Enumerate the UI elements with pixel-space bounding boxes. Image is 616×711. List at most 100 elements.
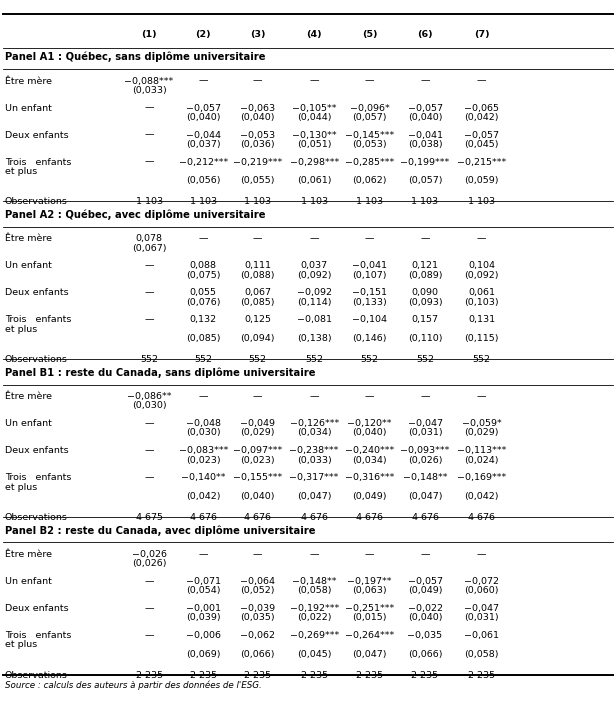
Text: 4 675: 4 675 bbox=[136, 513, 163, 522]
Text: −0,047: −0,047 bbox=[408, 419, 442, 428]
Text: −0,120**: −0,120** bbox=[347, 419, 392, 428]
Text: (0,047): (0,047) bbox=[297, 492, 331, 501]
Text: (0,040): (0,040) bbox=[352, 429, 387, 437]
Text: —: — bbox=[144, 631, 154, 640]
Text: —: — bbox=[365, 550, 375, 559]
Text: (0,042): (0,042) bbox=[464, 113, 499, 122]
Text: (0,033): (0,033) bbox=[132, 86, 166, 95]
Text: —: — bbox=[144, 104, 154, 112]
Text: −0,049: −0,049 bbox=[240, 419, 275, 428]
Text: 4 676: 4 676 bbox=[356, 513, 383, 522]
Text: (0,063): (0,063) bbox=[352, 587, 387, 595]
Text: 0,067: 0,067 bbox=[244, 289, 271, 297]
Text: Un enfant: Un enfant bbox=[5, 104, 52, 112]
Text: (0,040): (0,040) bbox=[408, 113, 442, 122]
Text: −0,059*: −0,059* bbox=[462, 419, 501, 428]
Text: −0,145***: −0,145*** bbox=[345, 131, 394, 139]
Text: Deux enfants: Deux enfants bbox=[5, 289, 68, 297]
Text: (0,115): (0,115) bbox=[464, 334, 499, 343]
Text: −0,148**: −0,148** bbox=[292, 577, 336, 586]
Text: —: — bbox=[420, 392, 430, 401]
Text: −0,048: −0,048 bbox=[186, 419, 221, 428]
Text: −0,192***: −0,192*** bbox=[290, 604, 339, 613]
Text: (0,056): (0,056) bbox=[186, 176, 221, 185]
Text: Panel B1 : reste du Canada, sans diplôme universitaire: Panel B1 : reste du Canada, sans diplôme… bbox=[5, 368, 315, 378]
Text: (0,034): (0,034) bbox=[352, 456, 387, 464]
Text: Observations: Observations bbox=[5, 513, 68, 522]
Text: —: — bbox=[253, 392, 262, 401]
Text: 2 235: 2 235 bbox=[301, 671, 328, 680]
Text: (7): (7) bbox=[474, 30, 490, 38]
Text: −0,065: −0,065 bbox=[464, 104, 499, 112]
Text: (0,022): (0,022) bbox=[297, 614, 331, 622]
Text: 4 676: 4 676 bbox=[301, 513, 328, 522]
Text: 552: 552 bbox=[416, 356, 434, 364]
Text: (0,057): (0,057) bbox=[352, 113, 387, 122]
Text: —: — bbox=[420, 77, 430, 85]
Text: (0,034): (0,034) bbox=[297, 429, 331, 437]
Text: −0,298***: −0,298*** bbox=[290, 158, 339, 166]
Text: 1 103: 1 103 bbox=[190, 198, 217, 206]
Text: 2 235: 2 235 bbox=[244, 671, 271, 680]
Text: —: — bbox=[309, 392, 319, 401]
Text: (0,036): (0,036) bbox=[240, 140, 275, 149]
Text: 0,157: 0,157 bbox=[411, 316, 439, 324]
Text: —: — bbox=[198, 550, 208, 559]
Text: Être mère: Être mère bbox=[5, 235, 52, 243]
Text: −0,155***: −0,155*** bbox=[233, 474, 282, 482]
Text: (5): (5) bbox=[362, 30, 378, 38]
Text: (0,093): (0,093) bbox=[408, 298, 442, 306]
Text: 2 235: 2 235 bbox=[356, 671, 383, 680]
Text: (0,051): (0,051) bbox=[297, 140, 331, 149]
Text: 0,090: 0,090 bbox=[411, 289, 439, 297]
Text: (0,049): (0,049) bbox=[408, 587, 442, 595]
Text: (0,089): (0,089) bbox=[408, 271, 442, 279]
Text: —: — bbox=[198, 235, 208, 243]
Text: 2 235: 2 235 bbox=[136, 671, 163, 680]
Text: Être mère: Être mère bbox=[5, 392, 52, 401]
Text: (0,075): (0,075) bbox=[186, 271, 221, 279]
Text: −0,053: −0,053 bbox=[240, 131, 275, 139]
Text: Deux enfants: Deux enfants bbox=[5, 131, 68, 139]
Text: (2): (2) bbox=[195, 30, 211, 38]
Text: —: — bbox=[253, 235, 262, 243]
Text: −0,041: −0,041 bbox=[408, 131, 442, 139]
Text: (0,066): (0,066) bbox=[240, 650, 275, 658]
Text: —: — bbox=[144, 316, 154, 324]
Text: (0,092): (0,092) bbox=[297, 271, 331, 279]
Text: —: — bbox=[309, 550, 319, 559]
Text: 0,104: 0,104 bbox=[468, 262, 495, 270]
Text: —: — bbox=[253, 77, 262, 85]
Text: Un enfant: Un enfant bbox=[5, 262, 52, 270]
Text: 1 103: 1 103 bbox=[301, 198, 328, 206]
Text: 2 235: 2 235 bbox=[468, 671, 495, 680]
Text: 4 676: 4 676 bbox=[190, 513, 217, 522]
Text: (0,057): (0,057) bbox=[408, 176, 442, 185]
Text: (0,031): (0,031) bbox=[464, 614, 499, 622]
Text: (0,045): (0,045) bbox=[464, 140, 499, 149]
Text: 552: 552 bbox=[305, 356, 323, 364]
Text: −0,126***: −0,126*** bbox=[290, 419, 339, 428]
Text: −0,197**: −0,197** bbox=[347, 577, 392, 586]
Text: Source : calculs des auteurs à partir des données de l'ESG.: Source : calculs des auteurs à partir de… bbox=[5, 680, 262, 690]
Text: −0,057: −0,057 bbox=[408, 104, 442, 112]
Text: (0,076): (0,076) bbox=[186, 298, 221, 306]
Text: 0,131: 0,131 bbox=[468, 316, 495, 324]
Text: (0,146): (0,146) bbox=[352, 334, 387, 343]
Text: (0,026): (0,026) bbox=[408, 456, 442, 464]
Text: −0,140**: −0,140** bbox=[181, 474, 225, 482]
Text: (0,092): (0,092) bbox=[464, 271, 499, 279]
Text: 2 235: 2 235 bbox=[411, 671, 439, 680]
Text: (0,053): (0,053) bbox=[352, 140, 387, 149]
Text: —: — bbox=[477, 392, 487, 401]
Text: −0,240***: −0,240*** bbox=[345, 447, 394, 455]
Text: et plus: et plus bbox=[5, 483, 37, 491]
Text: —: — bbox=[144, 419, 154, 428]
Text: Observations: Observations bbox=[5, 198, 68, 206]
Text: —: — bbox=[309, 77, 319, 85]
Text: 0,125: 0,125 bbox=[244, 316, 271, 324]
Text: −0,063: −0,063 bbox=[240, 104, 275, 112]
Text: (6): (6) bbox=[417, 30, 433, 38]
Text: (0,069): (0,069) bbox=[186, 650, 221, 658]
Text: —: — bbox=[477, 77, 487, 85]
